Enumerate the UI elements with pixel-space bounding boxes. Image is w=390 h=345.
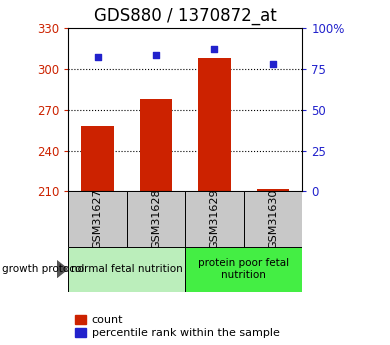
Text: GSM31628: GSM31628	[151, 189, 161, 249]
Bar	[68, 191, 127, 247]
Text: normal fetal nutrition: normal fetal nutrition	[71, 264, 183, 274]
Text: GSM31629: GSM31629	[209, 189, 220, 249]
Point	[270, 61, 276, 67]
Text: protein poor fetal
nutrition: protein poor fetal nutrition	[198, 258, 289, 280]
Bar	[244, 191, 302, 247]
Bar	[82, 126, 113, 191]
Bar	[185, 247, 302, 292]
Polygon shape	[57, 260, 67, 278]
Bar	[140, 99, 172, 191]
Bar	[127, 191, 185, 247]
Bar	[68, 247, 185, 292]
Bar	[185, 191, 244, 247]
Bar	[257, 189, 289, 191]
Point	[94, 55, 101, 60]
Point	[153, 53, 159, 58]
Title: GDS880 / 1370872_at: GDS880 / 1370872_at	[94, 7, 277, 25]
Text: GSM31630: GSM31630	[268, 189, 278, 249]
Text: GSM31627: GSM31627	[92, 189, 103, 249]
Bar	[199, 58, 230, 191]
Point	[211, 46, 218, 52]
Text: growth protocol: growth protocol	[2, 264, 84, 274]
Legend: count, percentile rank within the sample: count, percentile rank within the sample	[74, 314, 280, 339]
